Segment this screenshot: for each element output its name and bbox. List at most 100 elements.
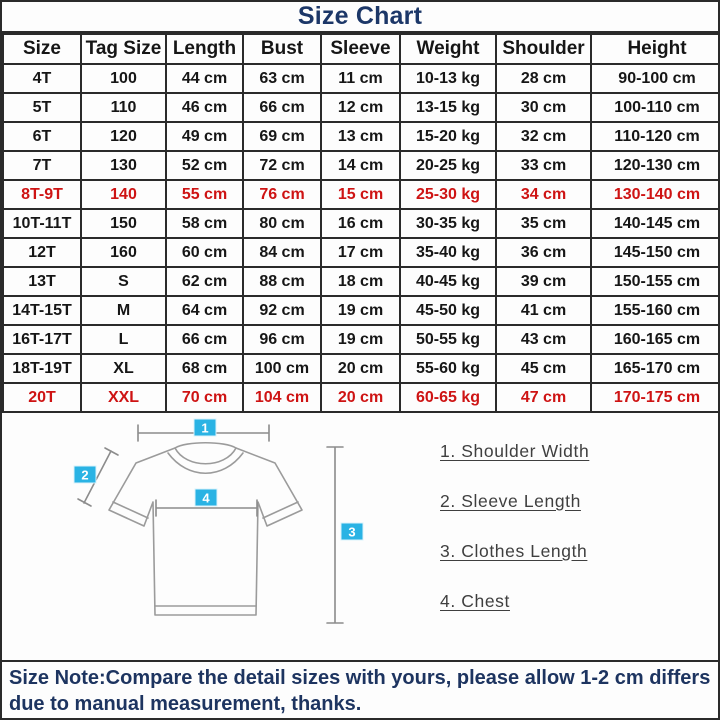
legend-item: 2. Sleeve Length — [440, 491, 581, 511]
table-cell: 155-160 cm — [590, 295, 718, 326]
table-cell: 84 cm — [242, 237, 322, 268]
table-cell: M — [80, 295, 167, 326]
table-cell: 45 cm — [495, 353, 592, 384]
table-cell: 15 cm — [320, 179, 401, 210]
table-row: 10T-11T 150 58 cm 80 cm 16 cm 30-35 kg 35 cm 14… — [2, 208, 718, 239]
table-cell: 16T-17T — [2, 324, 82, 355]
table-cell: 13-15 kg — [399, 92, 497, 123]
table-row: 14T-15T M 64 cm 92 cm 19 cm 45-50 kg 41 cm 155-… — [2, 295, 718, 326]
table-cell: 20 cm — [320, 382, 401, 413]
table-cell: 10-13 kg — [399, 63, 497, 94]
table-cell: 33 cm — [495, 150, 592, 181]
table-cell: 19 cm — [320, 295, 401, 326]
table-row: 8T-9T 140 55 cm 76 cm 15 cm 25-30 kg 34 cm 130-… — [2, 179, 718, 210]
table-cell: 32 cm — [495, 121, 592, 152]
table-cell: 130 — [80, 150, 167, 181]
table-cell: 110-120 cm — [590, 121, 718, 152]
marker-3-box — [340, 522, 364, 541]
table-cell: 100 cm — [242, 353, 322, 384]
table-header-row: Size Tag Size Length Bust Sleeve Weight Should… — [2, 33, 718, 65]
table-cell: 64 cm — [165, 295, 244, 326]
table-cell: 63 cm — [242, 63, 322, 94]
column-header: Sleeve — [320, 33, 401, 65]
legend-item: 1. Shoulder Width — [440, 441, 590, 461]
size-table: Size Tag Size Length Bust Sleeve Weight Should… — [2, 33, 718, 413]
table-cell: L — [80, 324, 167, 355]
table-row: 18T-19T XL 68 cm 100 cm 20 cm 55-60 kg 45 cm 16… — [2, 353, 718, 384]
table-cell: 150-155 cm — [590, 266, 718, 297]
table-cell: 110 — [80, 92, 167, 123]
table-cell: 46 cm — [165, 92, 244, 123]
table-cell: 72 cm — [242, 150, 322, 181]
measurement-diagram: 1 2 3 4 1. Shoulder Width 2. Sleeve Lengt… — [2, 413, 718, 660]
table-cell: 150 — [80, 208, 167, 239]
marker-1-box — [193, 418, 217, 437]
column-header: Length — [165, 33, 244, 65]
marker-3-label: 3 — [348, 525, 355, 540]
table-cell: 58 cm — [165, 208, 244, 239]
table-cell: 100 — [80, 63, 167, 94]
table-cell: 14T-15T — [2, 295, 82, 326]
table-cell: 25-30 kg — [399, 179, 497, 210]
table-cell: 6T — [2, 121, 82, 152]
marker-1-label: 1 — [201, 421, 208, 436]
table-cell: 160-165 cm — [590, 324, 718, 355]
table-cell: 8T-9T — [2, 179, 82, 210]
column-header: Height — [590, 33, 718, 65]
measurement-legend: 1. Shoulder Width 2. Sleeve Length 3. Clot… — [440, 413, 712, 612]
tshirt-diagram: 1 2 3 4 — [73, 418, 364, 624]
table-row: 7T 130 52 cm 72 cm 14 cm 20-25 kg 33 cm 120-130… — [2, 150, 718, 181]
table-cell: 140-145 cm — [590, 208, 718, 239]
table-cell: 12T — [2, 237, 82, 268]
table-cell: 12 cm — [320, 92, 401, 123]
table-cell: 18 cm — [320, 266, 401, 297]
table-cell: 80 cm — [242, 208, 322, 239]
table-cell: 92 cm — [242, 295, 322, 326]
column-header: Weight — [399, 33, 497, 65]
table-cell: 43 cm — [495, 324, 592, 355]
table-cell: 130-140 cm — [590, 179, 718, 210]
table-cell: 19 cm — [320, 324, 401, 355]
measurement-lines — [77, 424, 344, 624]
table-cell: 18T-19T — [2, 353, 82, 384]
legend-item: 4. Chest — [440, 591, 510, 611]
table-cell: 52 cm — [165, 150, 244, 181]
table-cell: 34 cm — [495, 179, 592, 210]
size-note: Size Note:Compare the detail sizes with … — [2, 660, 718, 718]
table-cell: 145-150 cm — [590, 237, 718, 268]
table-cell: 28 cm — [495, 63, 592, 94]
table-row: 5T 110 46 cm 66 cm 12 cm 13-15 kg 30 cm 100-110… — [2, 92, 718, 123]
table-row: 4T 100 44 cm 63 cm 11 cm 10-13 kg 28 cm 90-100 … — [2, 63, 718, 94]
table-cell: 20-25 kg — [399, 150, 497, 181]
table-cell: 104 cm — [242, 382, 322, 413]
table-cell: 62 cm — [165, 266, 244, 297]
table-cell: 60-65 kg — [399, 382, 497, 413]
table-row: 13T S 62 cm 88 cm 18 cm 40-45 kg 39 cm 150-155 … — [2, 266, 718, 297]
table-row: 6T 120 49 cm 69 cm 13 cm 15-20 kg 32 cm 110-120… — [2, 121, 718, 152]
table-cell: 90-100 cm — [590, 63, 718, 94]
table-row: 20T XXL 70 cm 104 cm 20 cm 60-65 kg 47 cm 170-1… — [2, 382, 718, 413]
table-cell: 60 cm — [165, 237, 244, 268]
table-cell: 15-20 kg — [399, 121, 497, 152]
table-cell: 40-45 kg — [399, 266, 497, 297]
table-cell: 66 cm — [242, 92, 322, 123]
table-cell: 66 cm — [165, 324, 244, 355]
column-header: Tag Size — [80, 33, 167, 65]
diagram-markers: 1 2 3 4 — [73, 418, 364, 541]
table-cell: 30-35 kg — [399, 208, 497, 239]
table-cell: 50-55 kg — [399, 324, 497, 355]
legend-item: 3. Clothes Length — [440, 541, 588, 561]
column-header: Size — [2, 33, 82, 65]
table-cell: 4T — [2, 63, 82, 94]
marker-2-label: 2 — [81, 468, 88, 483]
marker-4-label: 4 — [202, 491, 210, 506]
table-row: 16T-17T L 66 cm 96 cm 19 cm 50-55 kg 43 cm 160-… — [2, 324, 718, 355]
table-cell: 88 cm — [242, 266, 322, 297]
table-cell: 20T — [2, 382, 82, 413]
table-cell: 165-170 cm — [590, 353, 718, 384]
table-cell: 20 cm — [320, 353, 401, 384]
table-cell: 170-175 cm — [590, 382, 718, 413]
table-cell: 70 cm — [165, 382, 244, 413]
table-cell: 120 — [80, 121, 167, 152]
